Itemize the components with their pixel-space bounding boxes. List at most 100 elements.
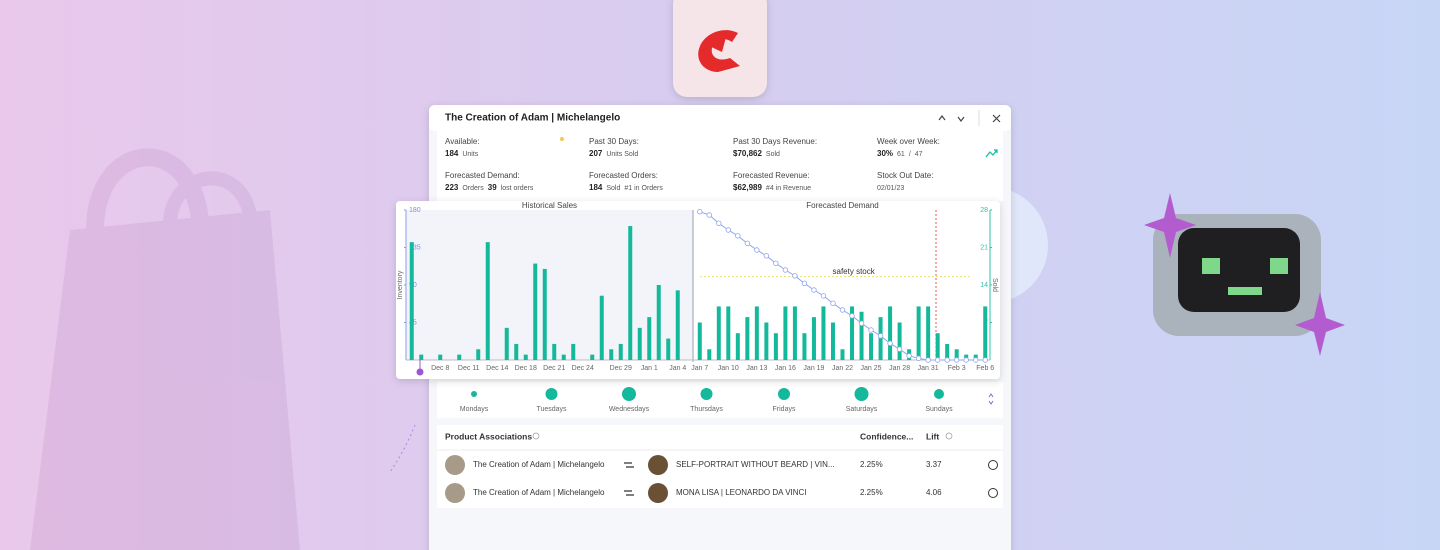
x-tick-label: Feb 3 [948, 365, 966, 372]
stats-area [437, 131, 1003, 201]
associations: Product Associations Confidence... Lift The… [437, 431, 1003, 503]
robot-decoration [1144, 193, 1345, 356]
inventory-point [706, 212, 712, 218]
sort-icon[interactable] [988, 393, 994, 405]
x-tick-label: Dec 21 [543, 365, 565, 372]
bar [609, 349, 614, 360]
x-tick-label: Dec 29 [610, 365, 632, 372]
down-button[interactable] [957, 116, 965, 122]
avatar [648, 455, 668, 475]
stat-part: Orders [462, 185, 484, 192]
y-axis-label: Inventory [397, 270, 404, 299]
stat-value: $70,862 Sold [733, 149, 780, 158]
stat-part: 02/01/23 [877, 185, 904, 192]
bar [409, 242, 414, 360]
inventory-point [773, 260, 779, 267]
bar [773, 333, 778, 360]
bar [916, 306, 921, 360]
x-tick-label: Jan 19 [803, 365, 824, 372]
y2-axis-label: Sold [991, 278, 998, 292]
inventory-point [915, 355, 922, 362]
product-name: The Creation of Adam | Michelangelo [473, 488, 605, 497]
stat-part: 184 [589, 183, 603, 192]
x-tick-label: Jan 4 [669, 365, 686, 372]
stat-part: #4 in Revenue [766, 185, 811, 192]
inventory-point [725, 227, 732, 233]
stat-part: 184 [445, 149, 459, 158]
chart: 45901351807142128InventorySoldHistorical… [397, 201, 998, 372]
bar [888, 306, 893, 360]
chart-title: Forecasted Demand [806, 201, 878, 210]
bar [878, 317, 883, 360]
inventory-point [792, 273, 798, 279]
swap-icon [624, 490, 634, 496]
help-icon[interactable] [988, 488, 998, 498]
stat-part: $62,989 [733, 183, 762, 192]
column-header: Confidence... [860, 431, 913, 441]
bar [523, 354, 528, 360]
bar [735, 333, 740, 360]
bar [783, 306, 788, 360]
inventory-point [782, 267, 789, 273]
associated-product: MONA LISA | LEONARDO DA VINCI [676, 488, 807, 497]
inventory-point [973, 357, 979, 363]
bar [542, 268, 547, 360]
up-button[interactable] [938, 115, 946, 121]
inventory-point [839, 307, 846, 313]
x-tick-label: Dec 14 [486, 365, 508, 372]
x-tick-label: Dec 8 [431, 365, 449, 372]
weekday-dot [545, 388, 558, 400]
bar [764, 322, 769, 360]
inventory-point [811, 287, 817, 293]
stat-part: Sold [606, 185, 620, 192]
y2-tick-label: 28 [980, 207, 988, 214]
weekday-label: Wednesdays [609, 406, 650, 413]
inventory-point [877, 333, 884, 339]
inventory-point [801, 280, 808, 287]
bar [476, 349, 481, 360]
bar [859, 311, 864, 360]
bar [954, 349, 959, 360]
avatar [445, 483, 465, 503]
bar [754, 306, 759, 360]
panel-title: The Creation of Adam | Michelangelo [445, 113, 620, 124]
stat-value: 207 Units Sold [589, 149, 638, 158]
panel-header [429, 105, 1011, 131]
inventory-point [754, 247, 760, 253]
weekday-dot [934, 389, 944, 399]
bar [811, 317, 816, 360]
inventory-point [697, 208, 703, 215]
bar [656, 285, 661, 360]
column-header: Lift [926, 431, 939, 441]
x-tick-label: Jan 16 [775, 365, 796, 372]
weekday-dot [622, 387, 636, 401]
stat-value: 223 Orders 39 lost orders [445, 183, 534, 192]
help-icon[interactable] [988, 460, 998, 470]
stat-label: Forecasted Demand: [445, 171, 520, 180]
y-tick-label: 135 [409, 244, 421, 251]
bar [926, 306, 931, 360]
weekdays: Mondays Tuesdays Wednesdays Thursdays Friday… [460, 387, 953, 413]
inventory-point [906, 353, 912, 359]
stat-label: Stock Out Date: [877, 171, 933, 180]
plot-background [406, 210, 693, 360]
bar [935, 333, 940, 360]
stat-part: lost orders [501, 185, 534, 192]
stat-part: / [909, 151, 911, 158]
weekday-label: Mondays [460, 406, 489, 413]
bar [647, 317, 652, 360]
trend-icon [985, 149, 998, 158]
bar [707, 349, 712, 360]
bar [457, 354, 462, 360]
bar [599, 295, 604, 360]
close-button[interactable] [992, 114, 1001, 123]
stat-part: #1 in Orders [624, 185, 663, 192]
stat-value: 184 Units [445, 149, 479, 158]
section-title: Product Associations [445, 431, 532, 441]
inventory-point [963, 357, 969, 363]
x-tick-label: Jan 22 [832, 365, 853, 372]
stat-label: Past 30 Days: [589, 137, 639, 146]
